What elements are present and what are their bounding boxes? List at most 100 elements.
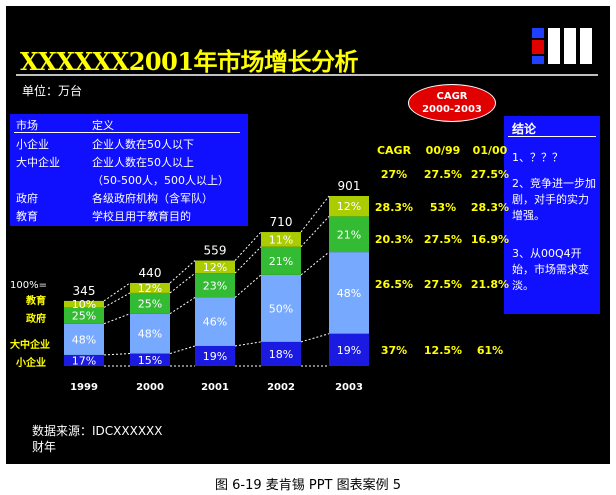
connector-line <box>234 246 262 274</box>
page-title: XXXXXX2001年市场增长分析 <box>20 47 359 76</box>
conclusion-rule <box>508 136 596 137</box>
bar-segment-small <box>261 341 301 366</box>
def-row-label: 小企业 <box>16 138 49 151</box>
cagr-cell: 28.3% <box>375 201 413 214</box>
segment-label: 17% <box>72 354 96 367</box>
bar-segment-large <box>195 297 235 346</box>
data-source-fiscal: 财年 <box>32 440 57 454</box>
connector-line <box>169 272 196 294</box>
def-row-text: 企业人数在50人以上 <box>92 156 194 169</box>
hundred-percent-label: 100%= <box>10 280 47 291</box>
connector-line <box>103 313 131 325</box>
unit-label: 单位：万台 <box>22 84 83 98</box>
def-header-definition: 定义 <box>92 119 114 132</box>
x-tick-label: 2000 <box>136 382 164 393</box>
legend-large-enterprise: 大中企业 <box>10 340 50 351</box>
def-row-label: 政府 <box>16 192 38 205</box>
segment-label: 12% <box>138 282 162 295</box>
bar-segment-small <box>195 345 235 366</box>
total-label: 559 <box>204 244 227 258</box>
legend-small-enterprise: 小企业 <box>16 358 46 369</box>
connector-line <box>300 251 330 276</box>
bar-segment-government <box>64 307 104 324</box>
slide: XXXXXX2001年市场增长分析 单位：万台 CAGR 2000-2003 市… <box>6 6 610 464</box>
def-header-rule <box>14 132 240 133</box>
title-divider <box>16 74 598 76</box>
cagr-cell: 27.5% <box>424 168 462 181</box>
figure-caption: 图 6-19 麦肯锡 PPT 图表案例 5 <box>214 478 402 493</box>
segment-label: 12% <box>337 200 361 213</box>
segment-label: 48% <box>72 333 96 346</box>
data-source: 数据来源：IDCXXXXXX <box>32 424 163 438</box>
company-logo <box>532 28 592 64</box>
segment-label: 25% <box>72 310 96 323</box>
cagr-cell: 12.5% <box>424 344 462 357</box>
cagr-cell: 53% <box>430 201 456 214</box>
cagr-header: 00/99 <box>426 144 461 157</box>
connector-line <box>169 297 196 315</box>
connector-line <box>300 195 330 233</box>
cagr-header: 01/00 <box>473 144 508 157</box>
segment-label: 11% <box>269 233 293 246</box>
bar-segment-large <box>64 323 104 355</box>
cagr-cell: 61% <box>477 344 503 357</box>
connector-line <box>103 282 131 302</box>
segment-label: 50% <box>269 302 293 315</box>
segment-label: 48% <box>337 287 361 300</box>
segment-label: 46% <box>203 316 227 329</box>
cagr-cell: 20.3% <box>375 233 413 246</box>
bar-segment-government <box>261 246 301 275</box>
bar-segment-education <box>64 300 104 308</box>
segment-label: 18% <box>269 348 293 361</box>
total-label: 345 <box>73 284 96 298</box>
def-row-text: 学校且用于教育目的 <box>92 210 191 223</box>
x-tick-label: 2002 <box>267 382 295 393</box>
def-row-text: （50-500人，500人以上） <box>92 174 229 187</box>
conclusion-title: 结论 <box>512 122 537 136</box>
definition-table: 市场 定义 小企业 企业人数在50人以下 大中企业 企业人数在50人以上 （50… <box>10 114 248 226</box>
bar-segment-education <box>261 232 301 247</box>
cagr-header: CAGR <box>377 144 412 157</box>
conclusion-item: 1、？？？ <box>512 151 563 164</box>
bar-segment-large <box>130 313 170 354</box>
bar-segment-small <box>64 354 104 366</box>
connector-line <box>234 274 262 298</box>
cagr-badge-line1: CAGR <box>436 91 468 102</box>
bar-segment-large <box>329 252 369 334</box>
cagr-cell: 37% <box>381 344 407 357</box>
cagr-cell: 16.9% <box>471 233 509 246</box>
bar-segment-education <box>130 282 170 293</box>
segment-label: 12% <box>203 261 227 274</box>
connector-line <box>169 260 196 284</box>
segment-label: 19% <box>337 344 361 357</box>
connector-line <box>300 216 330 248</box>
connector-line <box>234 341 262 347</box>
def-row-label: 教育 <box>16 210 38 223</box>
connector-line <box>169 345 196 355</box>
cagr-cell: 21.8% <box>471 278 509 291</box>
segment-label: 25% <box>138 297 162 310</box>
segment-label: 15% <box>138 354 162 367</box>
total-label: 440 <box>139 266 162 280</box>
def-row-text: 各级政府机构（含军队） <box>92 192 213 205</box>
bar-segment-large <box>261 274 301 342</box>
bar-segment-government <box>130 292 170 314</box>
bar-segment-education <box>195 260 235 274</box>
conclusion-item: 3、从00Q4开始，市场需求变淡。 <box>512 247 589 292</box>
cagr-cell: 27% <box>381 168 407 181</box>
total-label: 901 <box>338 179 361 193</box>
conclusion-box: 结论 1、？？？ 2、竞争进一步加剧，对手的实力增强。 3、从00Q4开始，市场… <box>504 116 600 314</box>
segment-label: 21% <box>337 228 361 241</box>
cagr-cell: 28.3% <box>471 201 509 214</box>
bar-segment-small <box>329 333 369 366</box>
x-tick-label: 2003 <box>335 382 363 393</box>
connector-line <box>234 231 262 261</box>
segment-label: 10% <box>72 298 96 311</box>
x-tick-label: 2001 <box>201 382 229 393</box>
cagr-cell: 26.5% <box>375 278 413 291</box>
bar-segment-government <box>195 273 235 298</box>
conclusion-item: 2、竞争进一步加剧，对手的实力增强。 <box>512 177 596 222</box>
x-tick-label: 1999 <box>70 382 98 393</box>
connector-line <box>300 333 330 343</box>
bar-segment-small <box>130 353 170 366</box>
